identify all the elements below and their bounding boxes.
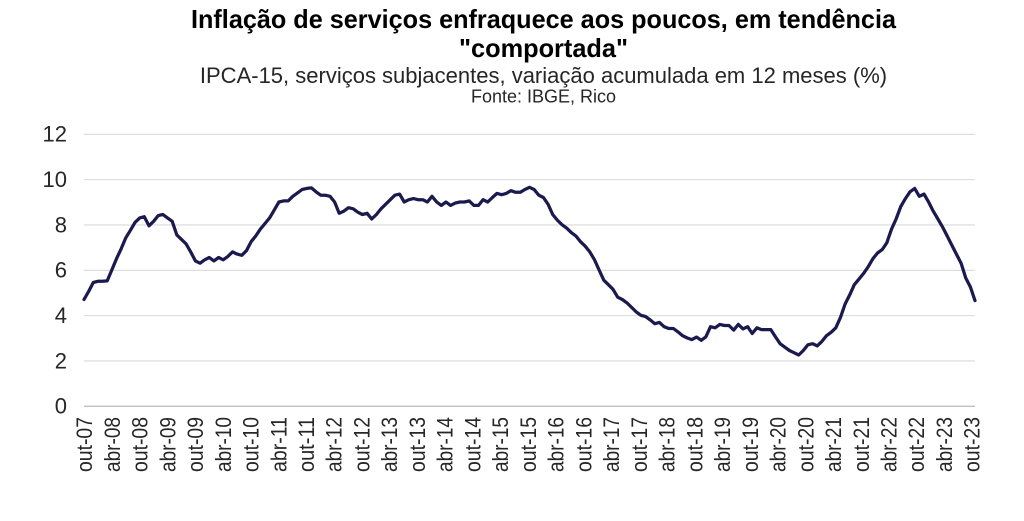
svg-text:out-14: out-14 [460, 417, 485, 472]
svg-text:out-21: out-21 [849, 417, 874, 472]
svg-text:out-18: out-18 [682, 417, 707, 472]
svg-text:4: 4 [55, 303, 67, 328]
svg-text:out-12: out-12 [349, 417, 374, 472]
svg-text:out-10: out-10 [239, 417, 264, 472]
svg-text:out-09: out-09 [183, 417, 208, 472]
svg-text:2: 2 [55, 348, 67, 373]
svg-text:abr-19: abr-19 [710, 417, 735, 472]
svg-text:abr-22: abr-22 [876, 417, 901, 472]
svg-text:out-22: out-22 [904, 417, 929, 472]
svg-text:out-23: out-23 [960, 417, 985, 472]
svg-text:abr-13: abr-13 [377, 417, 402, 472]
svg-text:out-13: out-13 [405, 417, 430, 472]
svg-text:abr-18: abr-18 [655, 417, 680, 472]
svg-text:0: 0 [55, 394, 67, 419]
svg-text:abr-20: abr-20 [766, 417, 791, 472]
svg-text:abr-15: abr-15 [488, 417, 513, 472]
svg-text:Inflação de serviços enfraquec: Inflação de serviços enfraquece aos pouc… [191, 4, 897, 34]
svg-text:out-15: out-15 [516, 417, 541, 472]
svg-text:out-19: out-19 [738, 417, 763, 472]
svg-text:abr-16: abr-16 [544, 417, 569, 472]
svg-text:Fonte: IBGE, Rico: Fonte: IBGE, Rico [471, 87, 616, 107]
svg-text:abr-17: abr-17 [599, 417, 624, 472]
svg-text:abr-14: abr-14 [433, 417, 458, 472]
svg-text:out-08: out-08 [128, 417, 153, 472]
svg-text:6: 6 [55, 258, 67, 283]
svg-text:out-20: out-20 [793, 417, 818, 472]
svg-text:out-16: out-16 [571, 417, 596, 472]
svg-text:abr-10: abr-10 [211, 417, 236, 472]
svg-text:out-07: out-07 [72, 417, 97, 472]
svg-text:abr-12: abr-12 [322, 417, 347, 472]
svg-text:out-17: out-17 [627, 417, 652, 472]
svg-text:IPCA-15, serviços subjacentes,: IPCA-15, serviços subjacentes, variação … [200, 63, 887, 88]
svg-text:12: 12 [43, 122, 67, 147]
svg-text:abr-08: abr-08 [100, 417, 125, 472]
svg-text:"comportada": "comportada" [459, 33, 628, 63]
svg-text:abr-09: abr-09 [155, 417, 180, 472]
svg-text:abr-23: abr-23 [932, 417, 957, 472]
svg-text:8: 8 [55, 212, 67, 237]
svg-text:abr-21: abr-21 [821, 417, 846, 472]
svg-text:10: 10 [43, 167, 67, 192]
svg-text:abr-11: abr-11 [266, 417, 291, 472]
svg-text:out-11: out-11 [294, 417, 319, 472]
